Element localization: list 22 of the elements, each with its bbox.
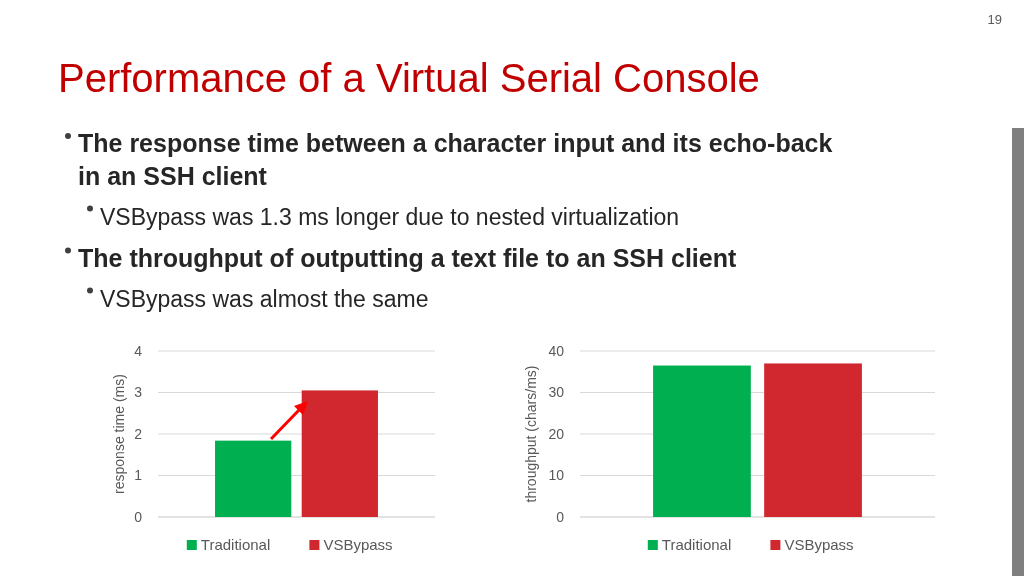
y-tick-label: 3 (134, 384, 143, 401)
y-tick-label: 0 (134, 508, 143, 525)
legend-label: VSBypass (323, 536, 393, 553)
text: Performance of a Virtual Serial Console (58, 56, 760, 100)
text: VSBypass was almost the same (100, 285, 429, 312)
legend-label: Traditional (200, 536, 271, 553)
y-axis-title: throughput (chars/ms) (523, 365, 539, 503)
y-tick-label: 10 (548, 467, 565, 484)
y-tick-label: 0 (556, 508, 565, 525)
y-tick-label: 2 (134, 425, 143, 442)
y-tick-label: 40 (548, 342, 565, 359)
legend-label: VSBypass (784, 536, 854, 553)
text: The throughput of outputting a text file to an SSH client (78, 243, 737, 272)
legend-label: Traditional (661, 536, 732, 553)
y-tick-label: 30 (548, 384, 565, 401)
y-tick-label: 20 (548, 425, 565, 442)
y-tick-label: 1 (134, 467, 143, 484)
text: VSBypass was 1.3 ms longer due to nested virtualization (100, 203, 680, 230)
y-tick-label: 4 (134, 342, 143, 359)
text: The response time between a character input and its echo-back in an SSH client (78, 129, 833, 190)
text: 19 (987, 12, 1002, 27)
y-axis-title: response time (ms) (111, 374, 127, 494)
